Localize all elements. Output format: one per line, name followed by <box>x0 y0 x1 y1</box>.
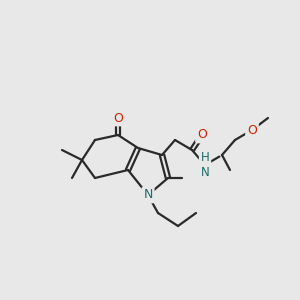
Text: H
N: H N <box>201 151 209 179</box>
Text: N: N <box>143 188 153 202</box>
Text: O: O <box>197 128 207 142</box>
Text: O: O <box>113 112 123 124</box>
Text: O: O <box>247 124 257 136</box>
